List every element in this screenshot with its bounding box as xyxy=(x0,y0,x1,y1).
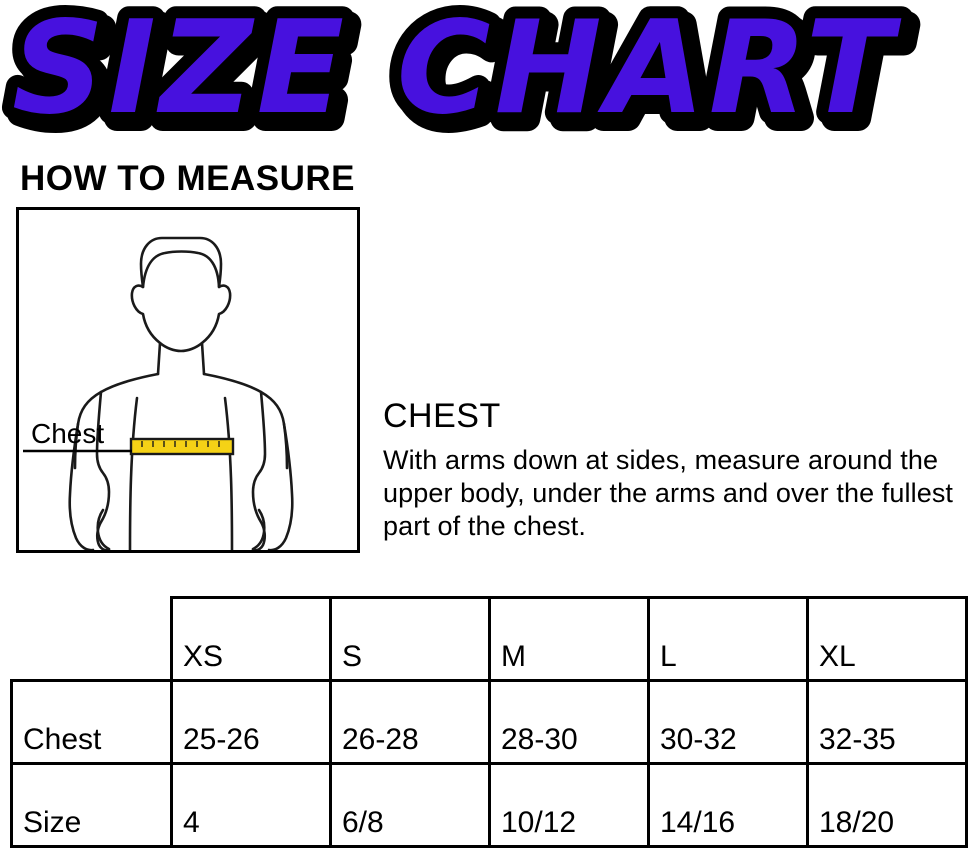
head-outline xyxy=(130,236,232,353)
tape-ticks xyxy=(141,441,220,447)
arm-right-outer xyxy=(267,422,294,550)
column-header-xl: XL xyxy=(806,596,968,682)
neck-right xyxy=(200,341,206,376)
how-to-measure-heading: HOW TO MEASURE xyxy=(20,159,355,198)
table-header-row: XS S M L XL xyxy=(12,596,968,682)
chest-measure-label: Chest xyxy=(31,418,104,449)
arm-right-inner xyxy=(251,390,267,550)
torso-left xyxy=(128,396,139,550)
column-header-xs: XS xyxy=(170,596,332,682)
cell-chest-s: 26-28 xyxy=(329,679,491,765)
arm-left-outer xyxy=(68,422,95,550)
cell-size-xs: 4 xyxy=(170,762,332,848)
torso-right xyxy=(223,396,234,550)
cell-size-s: 6/8 xyxy=(329,762,491,848)
table-row: Size 4 6/8 10/12 14/16 18/20 xyxy=(10,762,968,848)
title-fill: SIZE CHART xyxy=(12,0,902,143)
hairline xyxy=(141,250,221,289)
row-label-chest: Chest xyxy=(10,679,173,765)
chest-heading: CHEST xyxy=(383,397,501,435)
measuring-tape xyxy=(129,437,235,456)
cell-size-m: 10/12 xyxy=(488,762,650,848)
size-table-container: XS S M L XL Chest 25-26 26-28 28-30 30-3… xyxy=(10,596,968,848)
chest-description-block: CHEST With arms down at sides, measure a… xyxy=(383,396,963,543)
row-label-size: Size xyxy=(10,762,173,848)
arm-left-inner xyxy=(95,390,111,550)
cell-size-l: 14/16 xyxy=(647,762,809,848)
hand-right-thumb xyxy=(251,508,266,550)
size-table: XS S M L XL Chest 25-26 26-28 28-30 30-3… xyxy=(10,596,968,848)
measurement-figure-box: Chest xyxy=(16,207,360,553)
column-header-m: M xyxy=(488,596,650,682)
neck-left xyxy=(156,341,162,376)
title-shadow: SIZE CHART xyxy=(18,0,908,149)
cell-chest-xl: 32-35 xyxy=(806,679,968,765)
cell-size-xl: 18/20 xyxy=(806,762,968,848)
chest-body-text: With arms down at sides, measure around … xyxy=(383,445,954,541)
hand-left-thumb xyxy=(96,508,111,550)
column-header-l: L xyxy=(647,596,809,682)
column-header-s: S xyxy=(329,596,491,682)
page-title: .ttl { font-family: "DejaVu Sans", sans-… xyxy=(0,0,978,150)
cell-chest-xs: 25-26 xyxy=(170,679,332,765)
body-figure-illustration: Chest xyxy=(23,236,294,550)
size-chart-title-art: .ttl { font-family: "DejaVu Sans", sans-… xyxy=(0,0,917,150)
table-corner-cell xyxy=(12,598,172,681)
tape-band xyxy=(129,437,235,456)
title-outline: SIZE CHART xyxy=(12,0,902,143)
table-row: Chest 25-26 26-28 28-30 30-32 32-35 xyxy=(10,679,968,765)
cell-chest-l: 30-32 xyxy=(647,679,809,765)
cell-chest-m: 28-30 xyxy=(488,679,650,765)
